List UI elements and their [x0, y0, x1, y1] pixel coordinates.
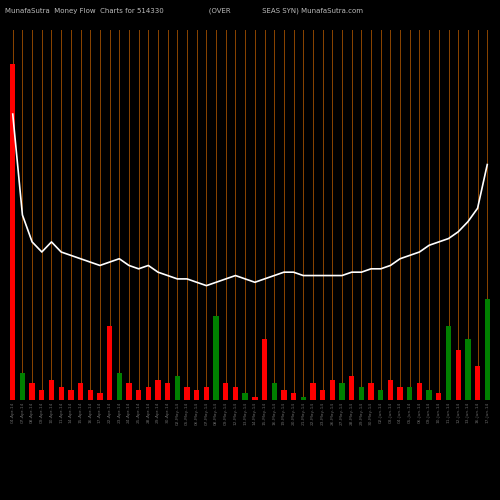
- Bar: [174, 376, 180, 400]
- Bar: [407, 386, 412, 400]
- Bar: [446, 326, 451, 400]
- Bar: [49, 380, 54, 400]
- Bar: [475, 366, 480, 400]
- Bar: [340, 383, 344, 400]
- Bar: [233, 386, 238, 400]
- Bar: [252, 396, 258, 400]
- Bar: [88, 390, 93, 400]
- Bar: [291, 394, 296, 400]
- Bar: [136, 390, 141, 400]
- Bar: [368, 383, 374, 400]
- Bar: [358, 386, 364, 400]
- Bar: [456, 350, 461, 400]
- Bar: [39, 390, 44, 400]
- Bar: [436, 394, 442, 400]
- Bar: [30, 383, 35, 400]
- Bar: [156, 380, 160, 400]
- Bar: [272, 383, 277, 400]
- Bar: [20, 373, 25, 400]
- Bar: [300, 396, 306, 400]
- Bar: [214, 316, 219, 400]
- Bar: [10, 64, 16, 400]
- Bar: [107, 326, 112, 400]
- Bar: [388, 380, 393, 400]
- Bar: [146, 386, 151, 400]
- Bar: [184, 386, 190, 400]
- Bar: [426, 390, 432, 400]
- Bar: [204, 386, 209, 400]
- Bar: [68, 390, 73, 400]
- Bar: [330, 380, 335, 400]
- Bar: [126, 383, 132, 400]
- Bar: [378, 390, 384, 400]
- Bar: [465, 340, 470, 400]
- Bar: [398, 386, 403, 400]
- Bar: [78, 383, 83, 400]
- Bar: [320, 390, 326, 400]
- Bar: [281, 390, 286, 400]
- Bar: [194, 390, 200, 400]
- Bar: [242, 394, 248, 400]
- Bar: [97, 394, 102, 400]
- Bar: [262, 340, 267, 400]
- Bar: [165, 383, 170, 400]
- Bar: [349, 376, 354, 400]
- Text: MunafaSutra  Money Flow  Charts for 514330                    (OVER             : MunafaSutra Money Flow Charts for 514330…: [5, 8, 363, 14]
- Bar: [310, 383, 316, 400]
- Bar: [484, 299, 490, 400]
- Bar: [58, 386, 64, 400]
- Bar: [417, 383, 422, 400]
- Bar: [116, 373, 122, 400]
- Bar: [223, 383, 228, 400]
